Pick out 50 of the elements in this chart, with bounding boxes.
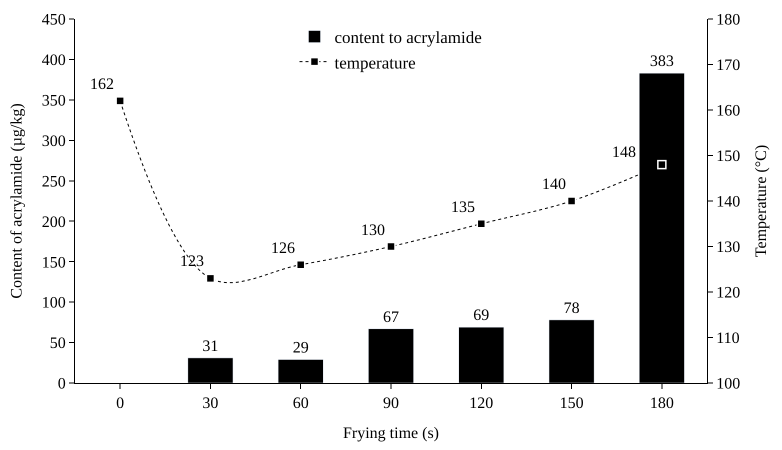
data-label: 69 [473, 307, 490, 324]
point [657, 160, 667, 170]
data-label: 123 [180, 253, 204, 270]
y2-tick-label: 110 [716, 330, 740, 348]
y-axis-title: Content of acrylamide (µg/kg) [8, 103, 26, 299]
x-tick-label: 60 [292, 395, 309, 412]
data-label: 383 [650, 53, 674, 70]
x-tick-label: 90 [383, 395, 399, 412]
y-tick-label: 200 [42, 214, 66, 231]
y-tick-label: 300 [42, 132, 66, 150]
point [476, 219, 486, 228]
x-tick-label: 0 [116, 395, 124, 412]
y-tick-label: 0 [58, 376, 66, 393]
data-label: 162 [90, 76, 114, 93]
point [206, 274, 216, 284]
x-tick-label: 150 [560, 395, 584, 412]
y-tick-label: 350 [42, 92, 66, 110]
point [386, 242, 396, 252]
y-tick-label: 400 [42, 52, 66, 70]
y2-tick-label: 170 [716, 57, 740, 74]
data-label: 140 [542, 176, 566, 193]
y2-tick-label: 100 [716, 376, 740, 393]
data-label: 126 [271, 240, 295, 257]
y2-tick-label: 180 [716, 12, 740, 29]
y-tick-label: 150 [42, 254, 66, 272]
y2-tick-label: 150 [716, 148, 740, 166]
y-tick-label: 250 [42, 173, 66, 190]
data-label: 31 [202, 338, 218, 355]
y2-axis-title: Temperature (°C) [752, 144, 770, 258]
legend-label: temperature [334, 53, 416, 72]
legend-label: content to acrylamide [334, 28, 482, 48]
x-tick-label: 120 [469, 395, 494, 412]
x-tick-label: 30 [202, 395, 218, 412]
data-label: 135 [451, 199, 475, 216]
y2-tick-label: 160 [716, 102, 740, 120]
x-tick-label: 180 [650, 395, 674, 412]
x-axis-title: Frying time (s) [343, 424, 439, 442]
data-label: 29 [292, 340, 309, 357]
point [115, 96, 125, 106]
y2-tick-label: 140 [716, 194, 740, 211]
data-label: 78 [564, 300, 580, 317]
data-label: 148 [612, 144, 636, 161]
data-label: 67 [383, 308, 399, 326]
y-tick-label: 450 [42, 12, 66, 29]
data-label: 130 [361, 222, 385, 239]
y2-tick-label: 130 [716, 239, 740, 256]
y2-tick-label: 120 [716, 284, 740, 302]
y-tick-label: 50 [50, 335, 66, 352]
point [566, 196, 576, 206]
y-tick-label: 100 [42, 294, 66, 312]
